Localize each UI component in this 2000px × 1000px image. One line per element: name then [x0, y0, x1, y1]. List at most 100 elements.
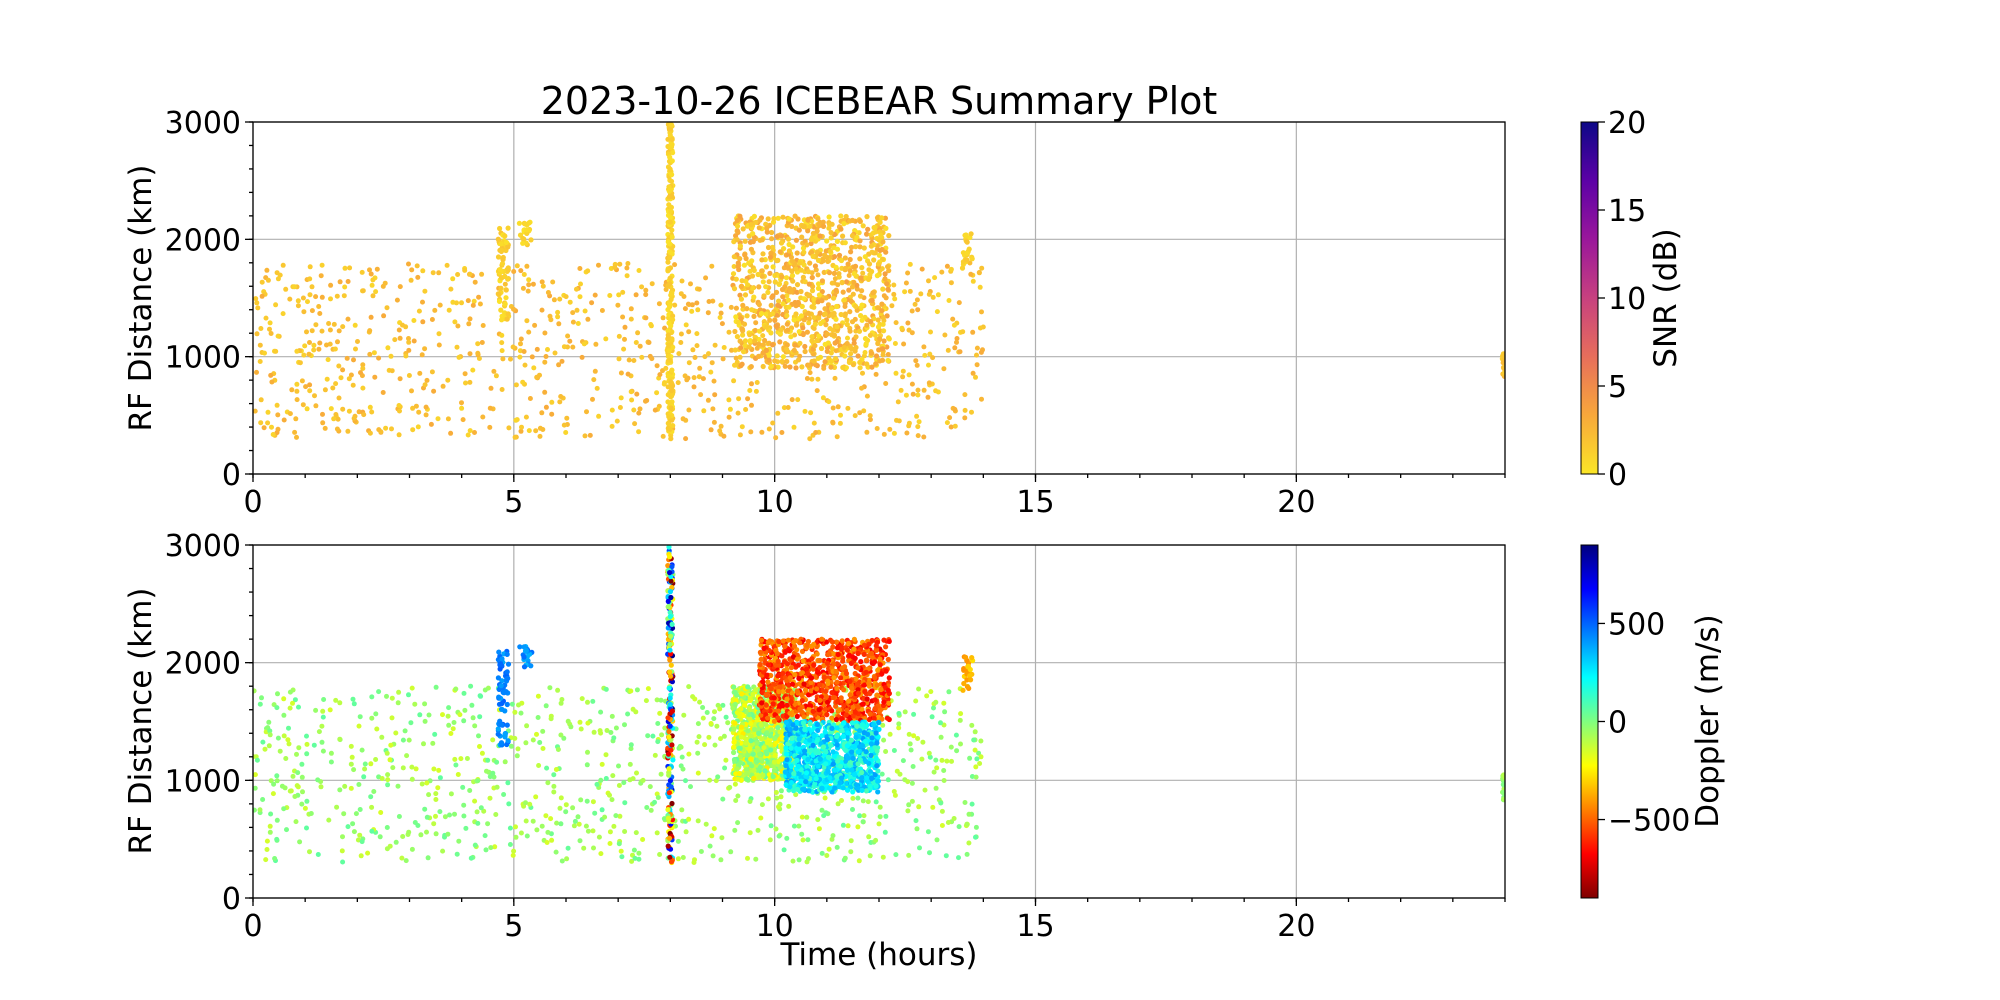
data-point — [860, 819, 866, 825]
data-point — [303, 384, 309, 390]
data-point — [802, 348, 808, 355]
data-point — [828, 230, 834, 236]
data-point — [374, 726, 380, 732]
data-point — [503, 239, 509, 245]
data-point — [746, 344, 752, 350]
data-point — [499, 317, 505, 323]
data-point — [307, 340, 312, 345]
data-point — [556, 321, 562, 327]
data-point — [630, 706, 636, 712]
data-point — [889, 303, 895, 309]
data-point — [800, 658, 806, 664]
data-point — [848, 838, 854, 844]
data-point — [929, 714, 935, 720]
data-point — [830, 644, 836, 650]
data-point — [873, 353, 880, 359]
data-point — [487, 795, 493, 801]
data-point — [978, 349, 984, 355]
data-point — [805, 228, 811, 234]
data-point — [408, 720, 414, 726]
data-point — [691, 384, 697, 390]
data-point — [574, 307, 580, 313]
data-point — [516, 220, 523, 226]
data-point — [559, 858, 565, 864]
data-point — [304, 741, 310, 747]
data-point — [695, 721, 701, 727]
data-point — [667, 723, 673, 729]
data-point — [643, 292, 649, 298]
data-point — [948, 266, 954, 272]
data-point — [859, 265, 865, 271]
data-point — [369, 409, 375, 415]
data-point — [429, 317, 435, 322]
data-point — [807, 436, 813, 442]
data-point — [860, 701, 866, 707]
data-point — [502, 233, 508, 239]
data-point — [814, 228, 820, 234]
data-point — [510, 852, 516, 858]
data-point — [346, 376, 352, 382]
data-point — [718, 423, 724, 429]
data-point — [876, 252, 883, 258]
data-point — [788, 289, 794, 295]
data-point — [809, 288, 816, 294]
data-point — [655, 721, 661, 726]
data-point — [880, 346, 886, 352]
data-point — [859, 317, 865, 323]
data-point — [548, 716, 554, 722]
data-point — [926, 380, 932, 386]
data-point — [900, 368, 906, 374]
data-point — [384, 693, 389, 699]
data-point — [260, 739, 266, 745]
data-point — [930, 804, 936, 810]
data-point — [796, 329, 802, 335]
data-point — [686, 329, 692, 335]
data-point — [733, 276, 739, 282]
data-point — [717, 706, 723, 712]
data-point — [861, 245, 867, 251]
data-point — [370, 277, 376, 283]
data-point — [846, 273, 852, 278]
data-point — [705, 310, 711, 316]
data-point — [833, 303, 840, 310]
data-point — [536, 763, 542, 768]
data-point — [958, 741, 963, 747]
data-point — [451, 720, 457, 725]
data-point — [934, 765, 940, 771]
data-point — [477, 301, 483, 307]
data-point — [751, 775, 757, 782]
data-point — [720, 356, 726, 362]
data-point — [938, 734, 944, 740]
data-point — [907, 741, 913, 747]
data-point — [909, 381, 915, 387]
data-point — [453, 762, 459, 768]
data-point — [672, 262, 678, 268]
data-point — [667, 132, 673, 138]
data-point — [808, 236, 815, 242]
data-point — [840, 822, 846, 828]
data-point — [552, 350, 558, 356]
data-point — [745, 396, 751, 402]
data-point — [815, 299, 821, 305]
data-point — [977, 284, 983, 290]
data-point — [933, 757, 939, 763]
data-point — [733, 233, 739, 239]
data-point — [491, 774, 497, 780]
data-point — [704, 710, 710, 715]
data-point — [319, 328, 325, 334]
data-point — [774, 795, 780, 801]
data-point — [706, 351, 711, 357]
data-point — [763, 311, 769, 317]
data-point — [670, 317, 676, 323]
data-point — [628, 742, 634, 748]
data-point — [770, 311, 776, 317]
data-point — [545, 829, 551, 835]
data-point — [320, 748, 326, 754]
data-point — [370, 293, 376, 299]
data-point — [857, 359, 863, 365]
data-point — [764, 225, 770, 231]
data-point — [665, 563, 671, 569]
data-point — [559, 358, 565, 364]
data-point — [769, 294, 775, 300]
data-point — [939, 823, 945, 828]
